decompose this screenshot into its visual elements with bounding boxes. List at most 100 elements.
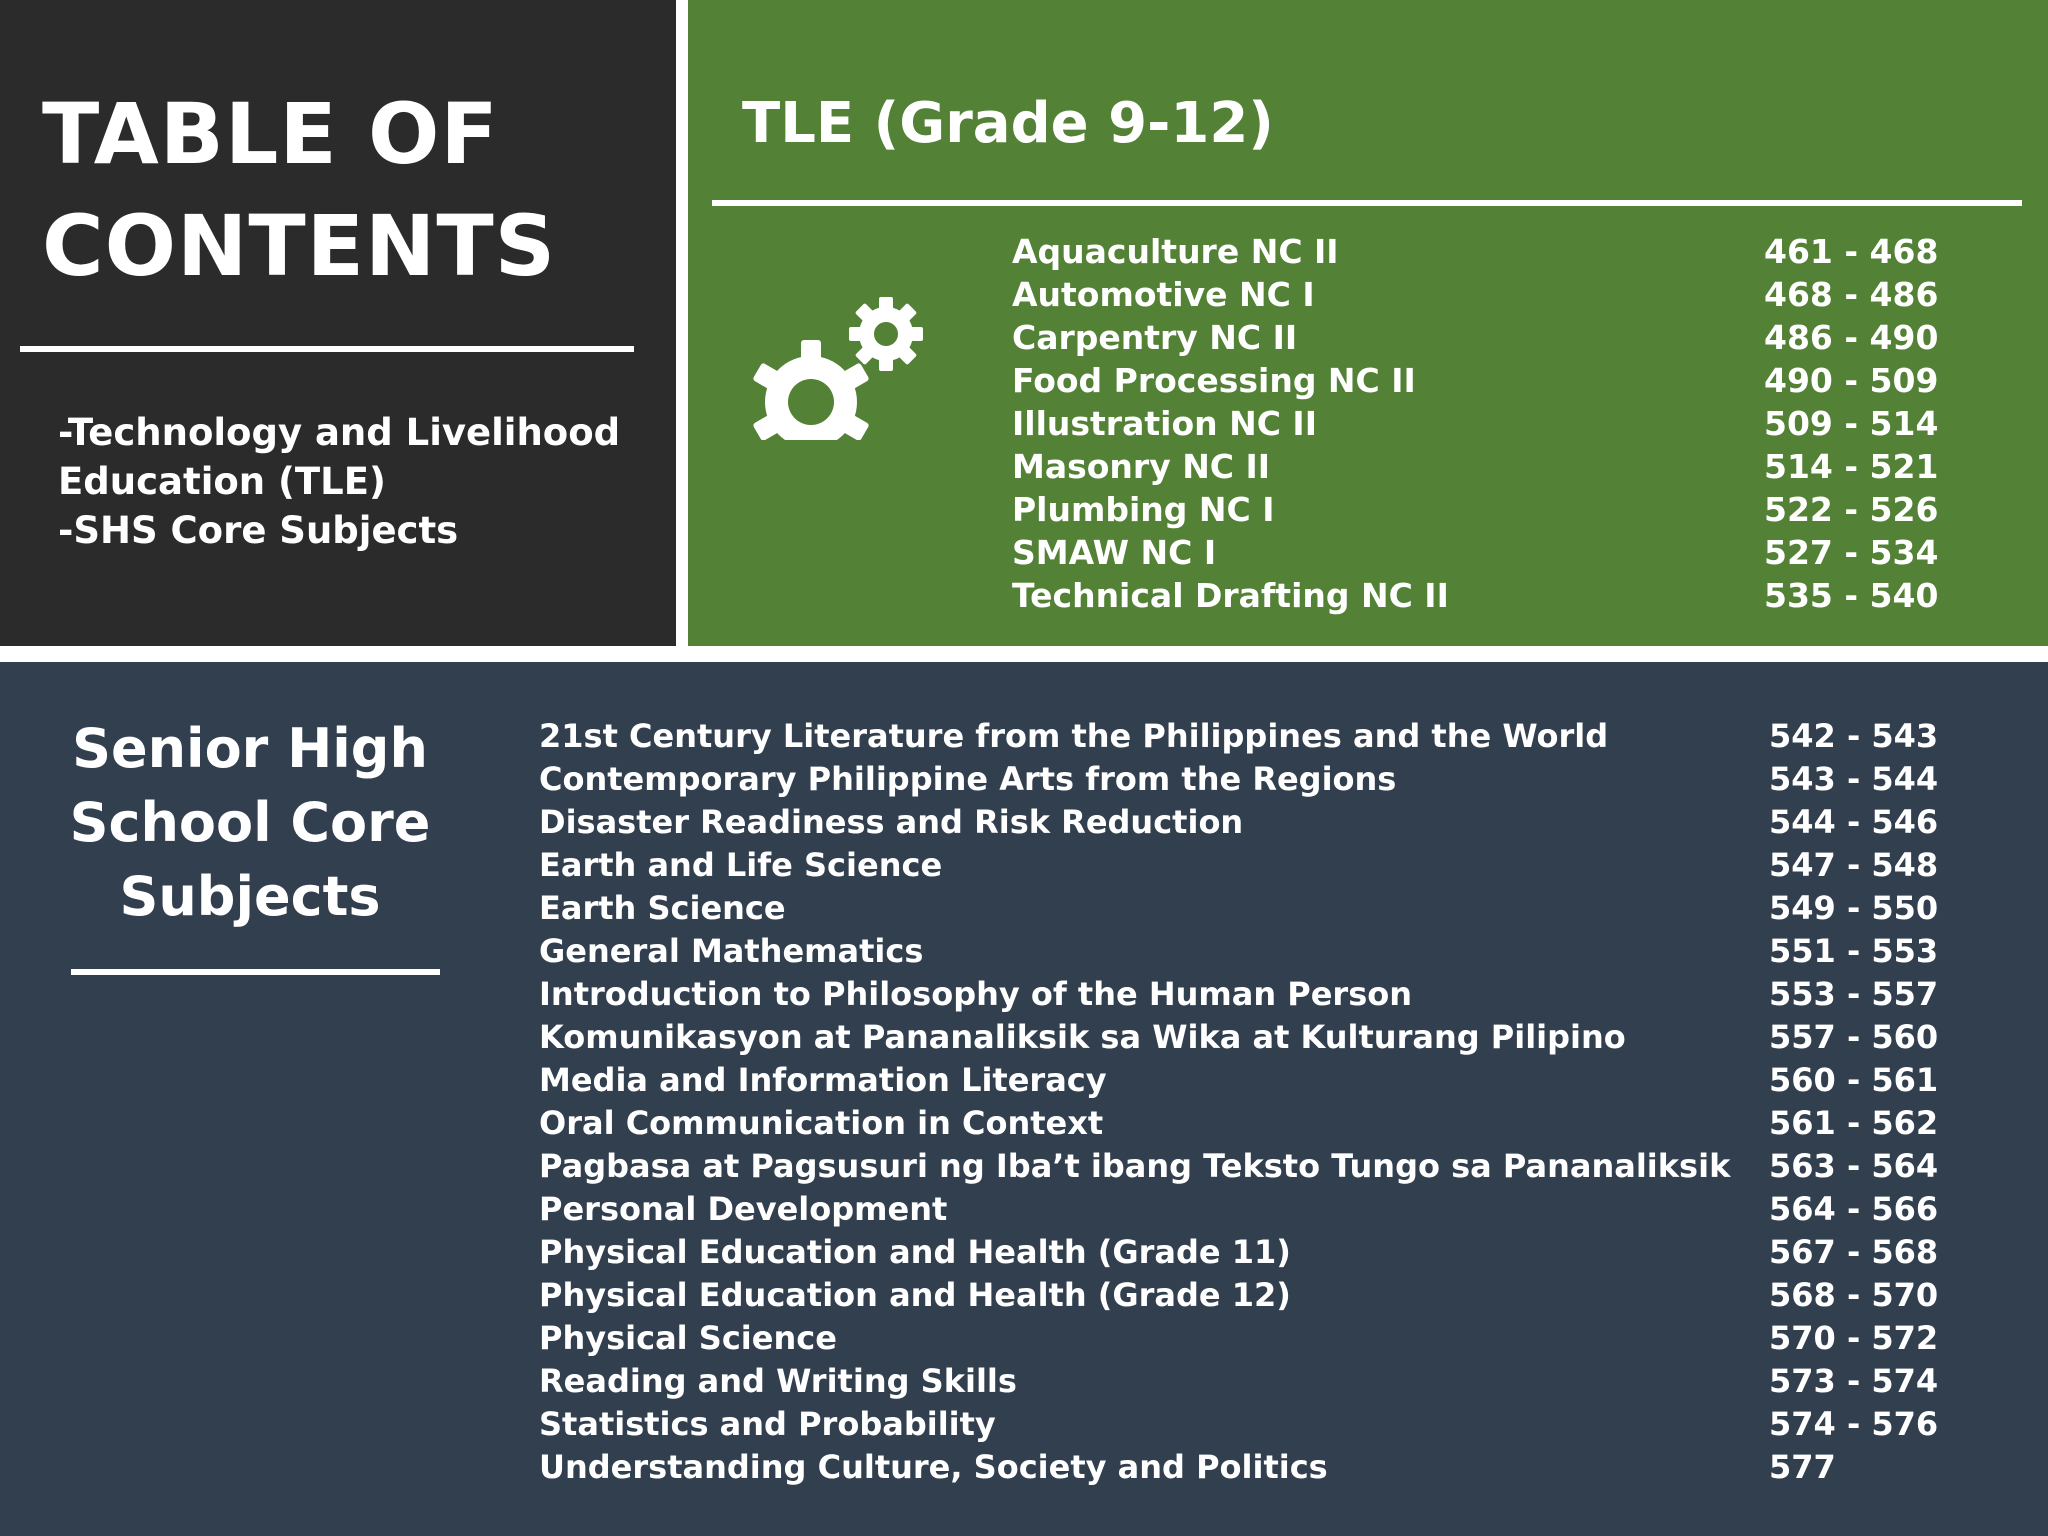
tle-entry-pages: 527 - 534	[1764, 533, 1939, 572]
tle-entry-subject: Aquaculture NC II	[1012, 232, 1339, 271]
toc-description-line-3: -SHS Core Subjects	[58, 509, 459, 552]
shs-divider	[71, 969, 440, 975]
shs-entry-subject: Physical Science	[539, 1319, 837, 1357]
shs-title-line-1: Senior High	[72, 717, 428, 780]
shs-entry-pages: 568 - 570	[1769, 1276, 1939, 1314]
tle-entry-subject: Masonry NC II	[1012, 447, 1271, 486]
shs-entry[interactable]: Reading and Writing Skills 573 - 574	[539, 1360, 1999, 1403]
shs-entry[interactable]: Contemporary Philippine Arts from the Re…	[539, 758, 1999, 801]
shs-entry-subject: Media and Information Literacy	[539, 1061, 1107, 1099]
toc-panel: TABLE OF CONTENTS -Technology and Liveli…	[0, 0, 676, 646]
shs-entry[interactable]: General Mathematics 551 - 553	[539, 930, 1999, 973]
shs-entry[interactable]: Earth Science 549 - 550	[539, 887, 1999, 930]
tle-entry[interactable]: Automotive NC I 468 - 486	[1012, 273, 2012, 316]
tle-entry-pages: 535 - 540	[1764, 576, 1939, 615]
shs-entry-subject: 21st Century Literature from the Philipp…	[539, 717, 1609, 755]
tle-entry[interactable]: Technical Drafting NC II 535 - 540	[1012, 574, 2012, 617]
shs-title-line-2: School Core	[69, 791, 431, 854]
shs-entry-pages: 560 - 561	[1769, 1061, 1939, 1099]
shs-entry-pages: 563 - 564	[1769, 1147, 1939, 1185]
shs-entry-pages: 543 - 544	[1769, 760, 1939, 798]
shs-entry[interactable]: Komunikasyon at Pananaliksik sa Wika at …	[539, 1016, 1999, 1059]
shs-entry-pages: 557 - 560	[1769, 1018, 1939, 1056]
toc-description: -Technology and Livelihood Education (TL…	[58, 408, 658, 555]
shs-entry-subject: General Mathematics	[539, 932, 924, 970]
shs-entry-subject: Komunikasyon at Pananaliksik sa Wika at …	[539, 1018, 1626, 1056]
toc-divider	[20, 346, 634, 352]
shs-entry[interactable]: Personal Development 564 - 566	[539, 1188, 1999, 1231]
tle-entry-subject: Automotive NC I	[1012, 275, 1315, 314]
toc-description-line-1: -Technology and Livelihood	[58, 411, 621, 454]
shs-entry-pages: 567 - 568	[1769, 1233, 1939, 1271]
shs-entry-subject: Understanding Culture, Society and Polit…	[539, 1448, 1328, 1486]
tle-entry[interactable]: SMAW NC I 527 - 534	[1012, 531, 2012, 574]
shs-entry-subject: Personal Development	[539, 1190, 948, 1228]
tle-entry[interactable]: Food Processing NC II 490 - 509	[1012, 359, 2012, 402]
tle-entry-list: Aquaculture NC II 461 - 468 Automotive NC…	[1012, 230, 2012, 617]
tle-section-title: TLE (Grade 9-12)	[742, 91, 1274, 156]
tle-entry[interactable]: Plumbing NC I 522 - 526	[1012, 488, 2012, 531]
shs-entry-pages: 553 - 557	[1769, 975, 1939, 1013]
toc-title-line-2: CONTENTS	[42, 197, 557, 295]
tle-divider	[712, 200, 2022, 206]
shs-entry-pages: 574 - 576	[1769, 1405, 1939, 1443]
tle-panel	[688, 0, 2048, 646]
shs-entry-pages: 570 - 572	[1769, 1319, 1939, 1357]
shs-entry-subject: Statistics and Probability	[539, 1405, 996, 1443]
shs-entry-subject: Physical Education and Health (Grade 11)	[539, 1233, 1291, 1271]
shs-entry-pages: 544 - 546	[1769, 803, 1939, 841]
shs-entry-pages: 549 - 550	[1769, 889, 1939, 927]
shs-entry-subject: Reading and Writing Skills	[539, 1362, 1017, 1400]
shs-entry-pages: 573 - 574	[1769, 1362, 1939, 1400]
tle-entry-subject: SMAW NC I	[1012, 533, 1217, 572]
shs-entry-subject: Physical Education and Health (Grade 12)	[539, 1276, 1291, 1314]
large-gear-icon	[753, 340, 869, 440]
tle-entry[interactable]: Illustration NC II 509 - 514	[1012, 402, 2012, 445]
shs-entry-pages: 577	[1769, 1448, 1836, 1486]
shs-entry-subject: Oral Communication in Context	[539, 1104, 1104, 1142]
shs-entry[interactable]: Oral Communication in Context 561 - 562	[539, 1102, 1999, 1145]
tle-entry-subject: Carpentry NC II	[1012, 318, 1298, 357]
shs-entry-pages: 547 - 548	[1769, 846, 1939, 884]
tle-entry-pages: 468 - 486	[1764, 275, 1939, 314]
tle-entry[interactable]: Masonry NC II 514 - 521	[1012, 445, 2012, 488]
shs-entry[interactable]: Media and Information Literacy 560 - 561	[539, 1059, 1999, 1102]
shs-panel	[0, 662, 2048, 1536]
shs-title-line-3: Subjects	[119, 865, 381, 928]
shs-entry-subject: Introduction to Philosophy of the Human …	[539, 975, 1413, 1013]
tle-entry-subject: Food Processing NC II	[1012, 361, 1416, 400]
tle-entry[interactable]: Aquaculture NC II 461 - 468	[1012, 230, 2012, 273]
shs-entry[interactable]: Earth and Life Science 547 - 548	[539, 844, 1999, 887]
shs-entry-subject: Disaster Readiness and Risk Reduction	[539, 803, 1244, 841]
shs-entry[interactable]: Introduction to Philosophy of the Human …	[539, 973, 1999, 1016]
shs-entry-pages: 551 - 553	[1769, 932, 1939, 970]
shs-entry[interactable]: Physical Science 570 - 572	[539, 1317, 1999, 1360]
shs-entry-list: 21st Century Literature from the Philipp…	[539, 715, 1999, 1489]
shs-section-title: Senior High School Core Subjects	[60, 712, 440, 934]
shs-entry-subject: Earth and Life Science	[539, 846, 943, 884]
shs-entry-subject: Pagbasa at Pagsusuri ng Iba’t ibang Teks…	[539, 1147, 1731, 1185]
tle-entry-subject: Technical Drafting NC II	[1012, 576, 1449, 615]
shs-entry[interactable]: Pagbasa at Pagsusuri ng Iba’t ibang Teks…	[539, 1145, 1999, 1188]
tle-entry-subject: Illustration NC II	[1012, 404, 1317, 443]
tle-entry-pages: 490 - 509	[1764, 361, 1939, 400]
toc-title: TABLE OF CONTENTS	[42, 78, 642, 302]
shs-entry-pages: 542 - 543	[1769, 717, 1939, 755]
shs-entry[interactable]: Physical Education and Health (Grade 11)…	[539, 1231, 1999, 1274]
shs-entry-pages: 564 - 566	[1769, 1190, 1939, 1228]
shs-entry[interactable]: Statistics and Probability 574 - 576	[539, 1403, 1999, 1446]
shs-entry-pages: 561 - 562	[1769, 1104, 1939, 1142]
shs-entry[interactable]: Physical Education and Health (Grade 12)…	[539, 1274, 1999, 1317]
tle-entry[interactable]: Carpentry NC II 486 - 490	[1012, 316, 2012, 359]
gears-icon	[753, 297, 923, 440]
shs-entry[interactable]: Understanding Culture, Society and Polit…	[539, 1446, 1999, 1489]
tle-entry-pages: 486 - 490	[1764, 318, 1939, 357]
tle-entry-pages: 522 - 526	[1764, 490, 1939, 529]
shs-entry-subject: Earth Science	[539, 889, 786, 927]
shs-entry[interactable]: Disaster Readiness and Risk Reduction 544…	[539, 801, 1999, 844]
shs-entry-subject: Contemporary Philippine Arts from the Re…	[539, 760, 1397, 798]
tle-entry-pages: 514 - 521	[1764, 447, 1939, 486]
tle-entry-pages: 461 - 468	[1764, 232, 1939, 271]
shs-entry[interactable]: 21st Century Literature from the Philipp…	[539, 715, 1999, 758]
